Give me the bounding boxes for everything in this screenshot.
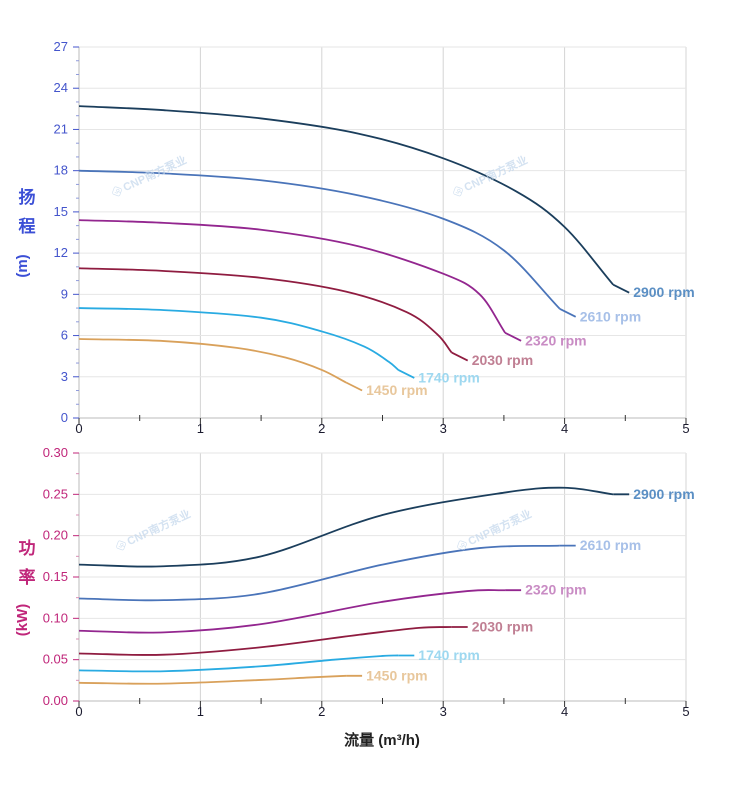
svg-text:0.30: 0.30 [43, 445, 68, 460]
svg-text:3: 3 [61, 369, 68, 384]
svg-text:程: 程 [19, 217, 36, 236]
svg-text:2900 rpm: 2900 rpm [633, 284, 694, 300]
svg-text:0.25: 0.25 [43, 486, 68, 501]
svg-text:2: 2 [318, 421, 325, 436]
svg-text:2900 rpm: 2900 rpm [633, 486, 694, 502]
svg-text:0.00: 0.00 [43, 693, 68, 708]
svg-text:0.05: 0.05 [43, 652, 68, 667]
svg-text:1: 1 [197, 704, 204, 719]
svg-text:2610 rpm: 2610 rpm [580, 308, 641, 324]
svg-text:0: 0 [75, 421, 82, 436]
svg-text:0.15: 0.15 [43, 569, 68, 584]
svg-text:24: 24 [54, 80, 68, 95]
svg-text:1740 rpm: 1740 rpm [418, 647, 479, 663]
svg-text:扬: 扬 [19, 187, 36, 207]
svg-text:5: 5 [682, 704, 689, 719]
svg-text:流量 (m³/h): 流量 (m³/h) [344, 731, 420, 749]
svg-text:21: 21 [54, 121, 68, 136]
svg-text:(kW): (kW) [14, 604, 31, 637]
svg-text:1: 1 [197, 421, 204, 436]
svg-text:4: 4 [561, 421, 568, 436]
svg-text:0: 0 [61, 410, 68, 425]
svg-text:2610 rpm: 2610 rpm [580, 537, 641, 553]
svg-text:0: 0 [75, 704, 82, 719]
svg-text:0.10: 0.10 [43, 610, 68, 625]
svg-text:5: 5 [682, 421, 689, 436]
svg-text:12: 12 [54, 245, 68, 260]
svg-text:27: 27 [54, 39, 68, 54]
svg-text:18: 18 [54, 163, 68, 178]
svg-text:功: 功 [19, 539, 36, 558]
svg-text:1450 rpm: 1450 rpm [366, 667, 427, 683]
svg-text:1450 rpm: 1450 rpm [366, 382, 427, 398]
svg-text:15: 15 [54, 204, 68, 219]
svg-text:6: 6 [61, 328, 68, 343]
svg-text:率: 率 [19, 567, 36, 587]
svg-text:2030 rpm: 2030 rpm [472, 619, 533, 635]
svg-text:2320 rpm: 2320 rpm [525, 582, 586, 598]
svg-text:2320 rpm: 2320 rpm [525, 332, 586, 348]
svg-text:9: 9 [61, 286, 68, 301]
svg-text:2: 2 [318, 704, 325, 719]
svg-text:0.20: 0.20 [43, 528, 68, 543]
svg-text:3: 3 [440, 704, 447, 719]
svg-text:4: 4 [561, 704, 568, 719]
svg-text:2030 rpm: 2030 rpm [472, 352, 533, 368]
svg-text:3: 3 [440, 421, 447, 436]
svg-text:(m): (m) [14, 254, 31, 277]
